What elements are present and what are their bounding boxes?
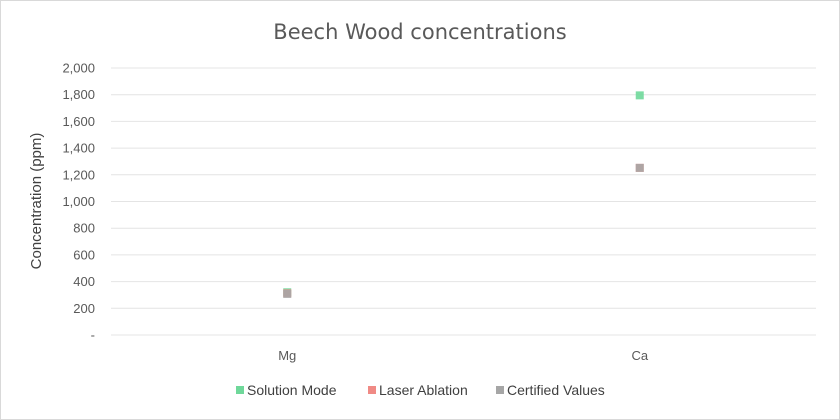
y-tick-label: 800 xyxy=(73,221,95,236)
y-axis-ticks: - 200 400 600 800 1,000 1,200 1,400 1,600 1,800 2,… xyxy=(62,61,95,343)
x-tick-label: Ca xyxy=(631,348,648,363)
data-point-solution-mode xyxy=(635,91,644,100)
legend-label: Laser Ablation xyxy=(379,382,468,398)
legend-swatch xyxy=(236,386,244,394)
legend-swatch xyxy=(496,386,504,394)
y-tick-label: - xyxy=(91,328,95,343)
y-axis-label: Concentration (ppm) xyxy=(28,133,45,270)
y-tick-label: 600 xyxy=(73,247,95,262)
y-tick-label: 1,600 xyxy=(62,114,95,129)
data-point-certified-values xyxy=(283,289,292,298)
x-axis-ticks: Mg Ca xyxy=(278,348,649,363)
y-tick-label: 1,200 xyxy=(62,167,95,182)
y-tick-label: 200 xyxy=(73,301,95,316)
y-tick-label: 1,800 xyxy=(62,87,95,102)
legend-label: Certified Values xyxy=(507,382,605,398)
legend-label: Solution Mode xyxy=(247,382,337,398)
legend-swatch xyxy=(368,386,376,394)
gridlines xyxy=(111,67,816,336)
chart-title: Beech Wood concentrations xyxy=(273,20,566,44)
data-point-certified-values xyxy=(635,163,644,172)
legend: Solution Mode Laser Ablation Certified Val… xyxy=(236,382,605,398)
data-points xyxy=(283,91,644,298)
x-tick-label: Mg xyxy=(278,348,296,363)
y-tick-label: 1,000 xyxy=(62,194,95,209)
y-tick-label: 400 xyxy=(73,274,95,289)
y-tick-label: 1,400 xyxy=(62,141,95,156)
y-tick-label: 2,000 xyxy=(62,61,95,76)
